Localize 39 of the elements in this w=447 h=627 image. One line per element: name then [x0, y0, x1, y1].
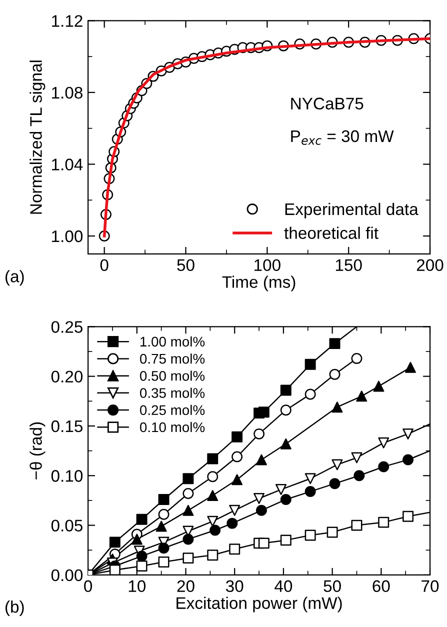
x-tick-label: 50	[324, 580, 341, 592]
legend-label: 1.00 mol%	[140, 336, 205, 347]
y-tick-label: 0.15	[51, 420, 82, 432]
annotation: P$_{exc}$ = 30 mW	[291, 130, 394, 145]
y-tick-label: 0.00	[51, 569, 83, 582]
legend-label: 0.50 mol%	[140, 370, 205, 381]
legend-label: Experimental data	[285, 202, 418, 218]
x-tick-label: 100	[254, 259, 280, 272]
legend-label: 0.35 mol%	[140, 388, 205, 398]
y-tick-label: 1.04	[52, 158, 83, 170]
x-tick-label: 0	[84, 580, 92, 592]
x-axis-title: Time (ms)	[222, 276, 296, 292]
y-axis-title: Normalized TL signal	[30, 60, 46, 214]
x-tick-label: 70	[422, 580, 439, 592]
x-tick-label: 150	[336, 259, 362, 272]
x-tick-label: 50	[177, 259, 194, 272]
y-tick-label: 0.10	[51, 470, 83, 482]
y-tick-label: 0.20	[51, 370, 83, 383]
legend-label: 0.10 mol%	[140, 422, 205, 432]
y-tick-label: 0.25	[51, 321, 82, 333]
x-tick-label: 20	[177, 580, 194, 592]
x-axis-title: Excitation power (mW)	[176, 596, 342, 612]
text: (b)	[6, 600, 24, 616]
x-tick-label: 200	[416, 259, 444, 272]
x-tick-label: 0	[100, 259, 108, 272]
annotation: NYCaB75	[291, 98, 364, 110]
legend-label: theoretical fit	[284, 226, 378, 239]
x-tick-label: 10	[128, 580, 146, 592]
x-tick-label: 40	[274, 580, 292, 592]
y-tick-label: 1.00	[52, 230, 83, 242]
y-tick-label: 1.12	[52, 15, 82, 27]
x-tick-label: 60	[372, 580, 390, 592]
y-tick-label: 0.05	[51, 520, 82, 532]
legend-label: 0.25 mol%	[140, 404, 205, 416]
y-axis-title: −θ (rad)	[30, 422, 46, 480]
x-tick-label: 30	[226, 580, 244, 592]
legend-label: 0.75 mol%	[140, 354, 205, 364]
y-tick-label: 1.08	[52, 86, 82, 99]
text: (a)	[6, 270, 24, 286]
